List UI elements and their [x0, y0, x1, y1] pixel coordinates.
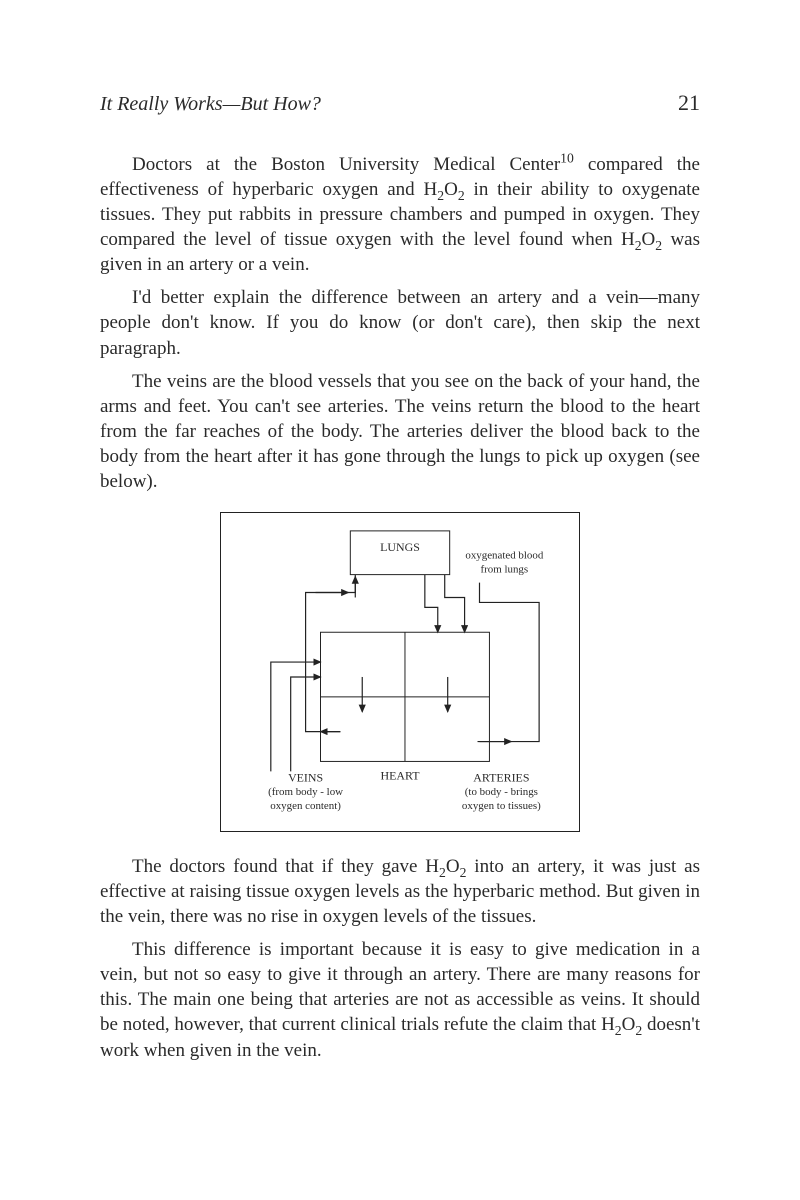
arteries-label: ARTERIES: [473, 770, 529, 784]
footnote-ref-10: 10: [560, 151, 574, 166]
arteries-sub2: oxygen to tissues): [462, 800, 541, 812]
oxy-label-2: from lungs: [481, 564, 529, 576]
veins-sub2: oxygen content): [270, 800, 341, 812]
p5-text-a: This difference is important because it …: [100, 939, 700, 1035]
paragraph-5: This difference is important because it …: [100, 937, 700, 1062]
h-sub-2: 2: [437, 188, 444, 203]
o-sub-2: 2: [458, 188, 465, 203]
arteries-sub1: (to body - brings: [465, 786, 538, 798]
circulation-diagram-container: LUNGS oxygenated blood from lungs HEART …: [100, 512, 700, 832]
h-sub-2b: 2: [635, 238, 642, 253]
veins-sub1: (from body - low: [268, 786, 343, 798]
paragraph-3: The veins are the blood vessels that you…: [100, 369, 700, 494]
h-sub-2c: 2: [439, 865, 446, 880]
h-sub-2d: 2: [615, 1023, 622, 1038]
paragraph-2: I'd better explain the difference betwee…: [100, 285, 700, 360]
heart-label: HEART: [381, 768, 421, 782]
page-number: 21: [678, 90, 700, 116]
p1-text-a: Doctors at the Boston University Medical…: [132, 154, 560, 175]
veins-label: VEINS: [288, 770, 323, 784]
circulation-diagram: LUNGS oxygenated blood from lungs HEART …: [220, 512, 580, 832]
page-header: It Really Works—But How? 21: [100, 90, 700, 116]
lungs-label: LUNGS: [380, 540, 420, 554]
oxy-label-1: oxygenated blood: [465, 550, 543, 562]
paragraph-1: Doctors at the Boston University Medical…: [100, 152, 700, 277]
paragraph-4: The doctors found that if they gave H2O2…: [100, 854, 700, 929]
running-title: It Really Works—But How?: [100, 93, 321, 116]
p4-text-a: The doctors found that if they gave H: [132, 856, 439, 877]
